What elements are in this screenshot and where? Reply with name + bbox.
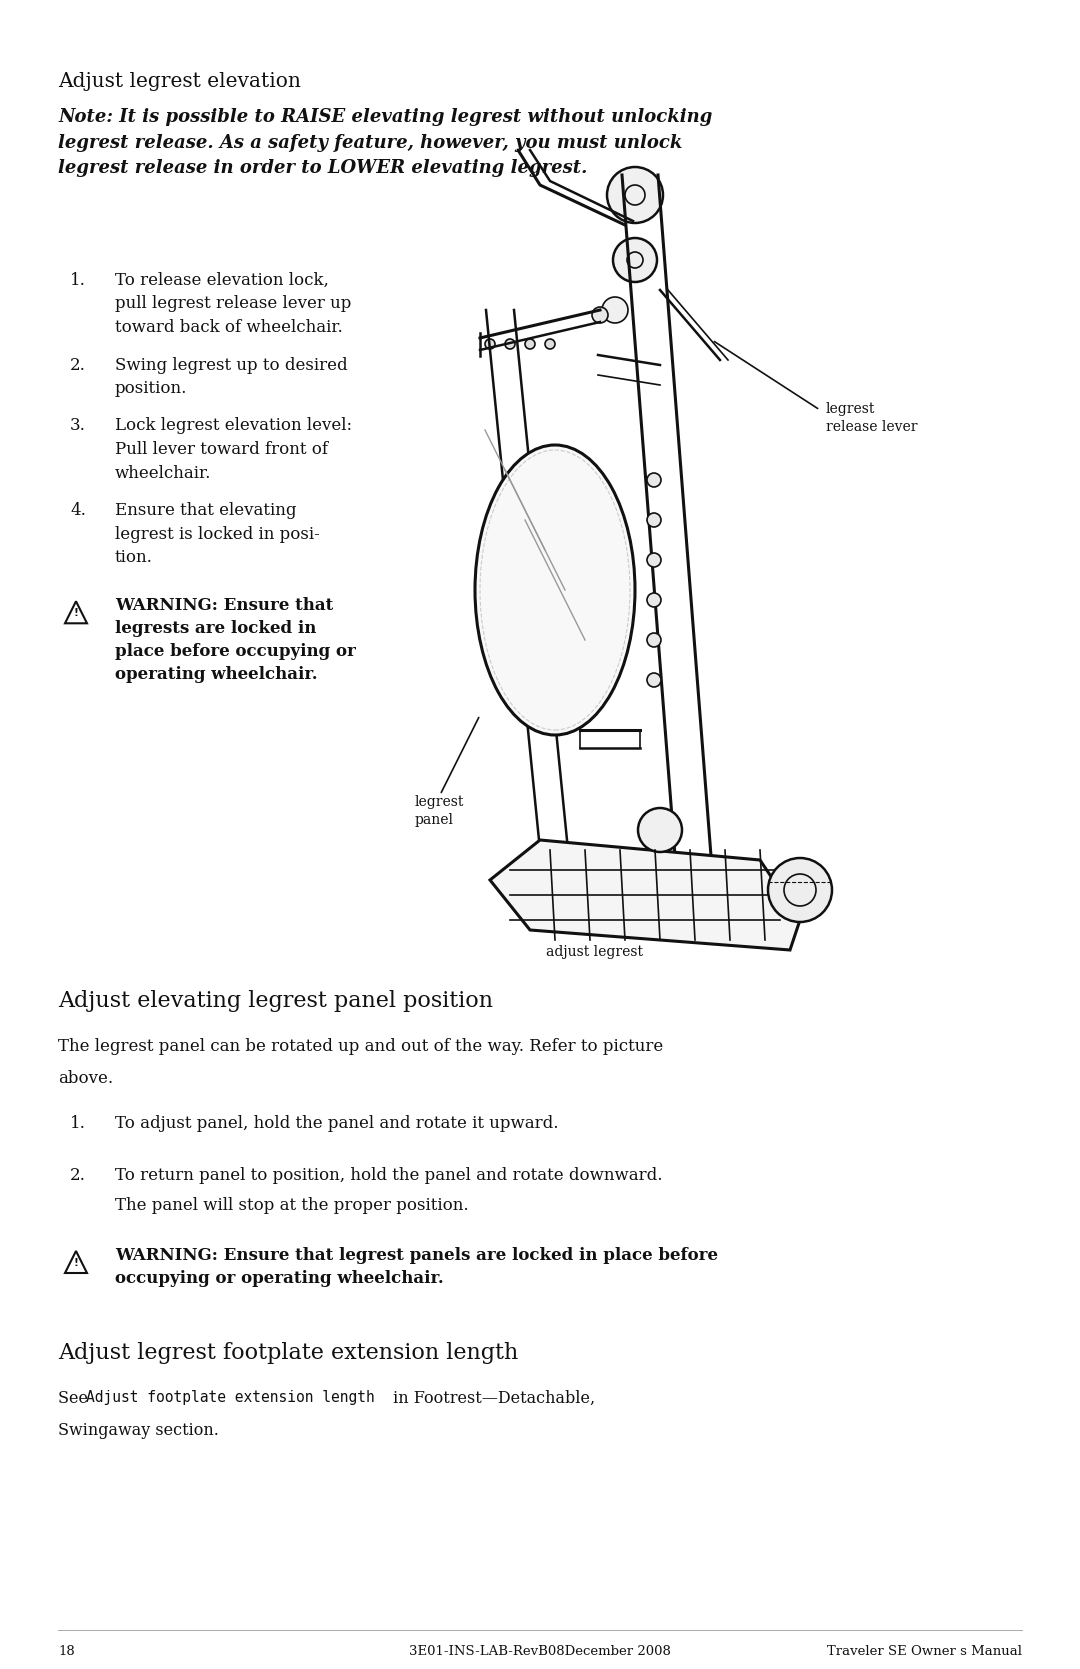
Circle shape xyxy=(647,552,661,567)
Circle shape xyxy=(647,673,661,688)
Circle shape xyxy=(647,472,661,487)
Circle shape xyxy=(602,297,627,324)
Text: 1.: 1. xyxy=(70,1115,86,1132)
Circle shape xyxy=(485,339,495,349)
Circle shape xyxy=(768,858,832,921)
Circle shape xyxy=(647,633,661,648)
Text: 2.: 2. xyxy=(70,1167,86,1183)
Text: To return panel to position, hold the panel and rotate downward.: To return panel to position, hold the pa… xyxy=(114,1167,662,1183)
Text: Lock legrest elevation level:
Pull lever toward front of
wheelchair.: Lock legrest elevation level: Pull lever… xyxy=(114,417,352,481)
Text: Swingaway section.: Swingaway section. xyxy=(58,1422,219,1439)
Text: WARNING: Ensure that legrest panels are locked in place before
occupying or oper: WARNING: Ensure that legrest panels are … xyxy=(114,1247,718,1287)
Circle shape xyxy=(592,307,608,324)
Circle shape xyxy=(505,339,515,349)
Text: Adjust elevating legrest panel position: Adjust elevating legrest panel position xyxy=(58,990,492,1011)
Text: 18: 18 xyxy=(58,1646,75,1657)
Text: 1.: 1. xyxy=(70,272,86,289)
Circle shape xyxy=(613,239,657,282)
Text: To release elevation lock,
pull legrest release lever up
toward back of wheelcha: To release elevation lock, pull legrest … xyxy=(114,272,351,335)
Circle shape xyxy=(647,512,661,527)
Text: Traveler SE Owner s Manual: Traveler SE Owner s Manual xyxy=(827,1646,1022,1657)
Text: above.: above. xyxy=(58,1070,113,1087)
Text: 3E01-INS-LAB-RevB08December 2008: 3E01-INS-LAB-RevB08December 2008 xyxy=(409,1646,671,1657)
Text: !: ! xyxy=(73,1258,79,1268)
Text: Adjust legrest elevation: Adjust legrest elevation xyxy=(58,72,301,92)
Text: legrest
panel: legrest panel xyxy=(415,794,464,828)
Circle shape xyxy=(525,339,535,349)
Text: WARNING: Ensure that
legrests are locked in
place before occupying or
operating : WARNING: Ensure that legrests are locked… xyxy=(114,598,356,683)
Text: The legrest panel can be rotated up and out of the way. Refer to picture: The legrest panel can be rotated up and … xyxy=(58,1038,663,1055)
Text: in Footrest—Detachable,: in Footrest—Detachable, xyxy=(388,1390,595,1407)
Ellipse shape xyxy=(475,446,635,734)
Circle shape xyxy=(647,592,661,608)
Text: See: See xyxy=(58,1390,93,1407)
Text: Adjust legrest footplate extension length: Adjust legrest footplate extension lengt… xyxy=(58,1342,518,1364)
Text: adjust legrest: adjust legrest xyxy=(546,945,644,960)
Text: Note: It is possible to RAISE elevating legrest without unlocking
legrest releas: Note: It is possible to RAISE elevating … xyxy=(58,108,713,177)
Text: 4.: 4. xyxy=(70,502,86,519)
Text: !: ! xyxy=(73,609,79,619)
Text: 2.: 2. xyxy=(70,357,86,374)
Polygon shape xyxy=(490,840,800,950)
Text: Ensure that elevating
legrest is locked in posi-
tion.: Ensure that elevating legrest is locked … xyxy=(114,502,320,566)
Text: To adjust panel, hold the panel and rotate it upward.: To adjust panel, hold the panel and rota… xyxy=(114,1115,558,1132)
Text: Swing legrest up to desired
position.: Swing legrest up to desired position. xyxy=(114,357,348,397)
Circle shape xyxy=(545,339,555,349)
Text: The panel will stop at the proper position.: The panel will stop at the proper positi… xyxy=(114,1197,469,1213)
Text: 3.: 3. xyxy=(70,417,86,434)
Text: legrest
release lever: legrest release lever xyxy=(826,402,918,434)
Circle shape xyxy=(607,167,663,224)
Text: Adjust footplate extension length: Adjust footplate extension length xyxy=(86,1390,375,1405)
Circle shape xyxy=(638,808,681,851)
